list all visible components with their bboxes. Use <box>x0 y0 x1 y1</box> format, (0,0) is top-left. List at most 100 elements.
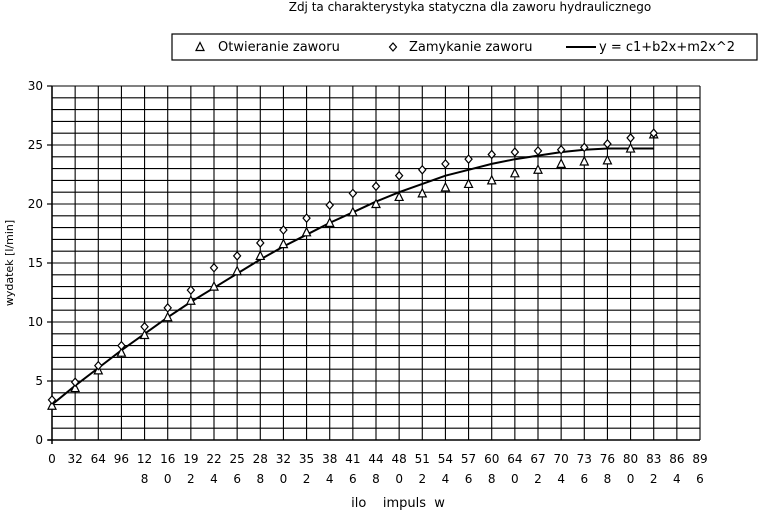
point-otwieranie <box>162 311 173 322</box>
point-zamykanie <box>163 302 173 313</box>
point-otwieranie <box>556 158 567 168</box>
legend-label-otwieranie: Otwieranie zaworu <box>218 40 340 55</box>
x-tick-label: 38 <box>322 452 337 466</box>
point-zamykanie <box>93 360 103 371</box>
x-tick-label: 12 <box>137 452 152 466</box>
x-tick-label: 64 <box>91 452 106 466</box>
point-zamykanie <box>348 188 358 199</box>
y-tick-label: 20 <box>28 197 43 211</box>
x-tick-label-second-line: 6 <box>580 472 588 486</box>
x-tick-label-second-line: 2 <box>534 472 542 486</box>
legend-triangle-marker <box>195 41 205 52</box>
legend-label-zamykanie: Zamykanie zaworu <box>409 40 532 55</box>
point-otwieranie <box>371 198 381 209</box>
point-zamykanie <box>186 285 196 296</box>
x-tick-label-second-line: 8 <box>488 472 496 486</box>
x-tick-label: 54 <box>438 452 453 466</box>
point-zamykanie <box>510 147 520 157</box>
point-otwieranie <box>463 178 474 189</box>
y-tick-label: 5 <box>35 374 43 388</box>
x-tick-label-second-line: 0 <box>395 472 403 486</box>
x-tick-label: 60 <box>484 452 499 466</box>
x-tick-label: 41 <box>345 452 360 466</box>
x-axis-label: ilo impuls w <box>351 496 445 511</box>
x-tick-label: 76 <box>600 452 615 466</box>
point-zamykanie <box>603 138 612 149</box>
legend-box <box>171 33 758 61</box>
x-tick-label: 0 <box>48 452 56 466</box>
x-tick-label: 70 <box>554 452 569 466</box>
chart-title: Zdj ta charakterystyka statyczna dla zaw… <box>289 0 652 14</box>
x-tick-label-second-line: 2 <box>650 472 658 486</box>
x-tick-label: 48 <box>392 452 407 466</box>
point-otwieranie <box>185 294 196 305</box>
x-tick-label: 19 <box>183 452 198 466</box>
x-tick-label-second-line: 8 <box>141 472 149 486</box>
point-zamykanie <box>649 128 659 139</box>
x-tick-label: 16 <box>160 452 175 466</box>
x-tick-label-second-line: 0 <box>627 472 635 486</box>
grid <box>51 85 701 441</box>
point-otwieranie <box>255 250 266 261</box>
point-zamykanie <box>117 340 126 351</box>
x-tick-label-second-line: 4 <box>442 472 450 486</box>
point-zamykanie <box>579 142 589 153</box>
axes <box>47 85 700 444</box>
x-tick-label: 83 <box>646 452 661 466</box>
x-tick-label: 32 <box>68 452 83 466</box>
point-zamykanie <box>302 213 311 224</box>
point-zamykanie <box>232 251 242 261</box>
point-zamykanie <box>371 181 381 192</box>
x-tick-label-second-line: 8 <box>256 472 264 486</box>
y-tick-label: 30 <box>28 79 43 93</box>
y-axis-label: wydatek [l/min] <box>3 220 16 306</box>
point-otwieranie <box>440 181 451 192</box>
y-tick-label: 0 <box>35 433 43 447</box>
point-otwieranie <box>232 265 243 276</box>
point-otwieranie <box>209 280 219 291</box>
x-tick-label: 51 <box>415 452 430 466</box>
point-otwieranie <box>417 187 428 198</box>
point-zamykanie <box>47 394 57 405</box>
x-tick-label: 67 <box>530 452 545 466</box>
x-tick-label-second-line: 0 <box>280 472 288 486</box>
point-otwieranie <box>509 167 520 178</box>
point-otwieranie <box>116 346 127 357</box>
x-tick-label: 44 <box>368 452 383 466</box>
point-zamykanie <box>417 164 427 175</box>
y-tick-label: 25 <box>28 138 43 152</box>
point-zamykanie <box>487 149 497 160</box>
x-tick-label: 64 <box>507 452 522 466</box>
x-tick-label-second-line: 4 <box>673 472 681 486</box>
point-otwieranie <box>394 191 405 202</box>
x-tick-label: 73 <box>577 452 592 466</box>
point-zamykanie <box>255 238 265 248</box>
point-otwieranie <box>625 142 636 153</box>
point-otwieranie <box>533 163 543 174</box>
y-tick-label: 15 <box>28 256 43 270</box>
point-zamykanie <box>209 262 219 273</box>
x-tick-label: 80 <box>623 452 638 466</box>
point-zamykanie <box>533 145 543 156</box>
x-tick-label: 89 <box>692 452 707 466</box>
legend: Otwieranie zaworu Zamykanie zaworu y = c… <box>171 33 758 61</box>
point-otwieranie <box>278 238 289 249</box>
x-tick-label-second-line: 6 <box>349 472 357 486</box>
point-otwieranie <box>47 399 57 410</box>
point-zamykanie <box>626 133 635 143</box>
point-zamykanie <box>70 377 80 388</box>
point-otwieranie <box>347 206 358 217</box>
x-tick-label: 32 <box>276 452 291 466</box>
point-zamykanie <box>279 225 288 235</box>
x-tick-label-second-line: 6 <box>696 472 704 486</box>
x-tick-label: 28 <box>253 452 268 466</box>
y-tick-label: 10 <box>28 315 43 329</box>
x-tick-labels: 0 32 64 96 128160192224256288320352384416448… <box>48 452 707 486</box>
x-tick-label-second-line: 8 <box>372 472 380 486</box>
x-tick-label: 57 <box>461 452 476 466</box>
x-tick-label-second-line: 0 <box>164 472 172 486</box>
point-otwieranie <box>602 154 613 165</box>
x-tick-label-second-line: 2 <box>187 472 195 486</box>
point-otwieranie <box>70 382 81 393</box>
